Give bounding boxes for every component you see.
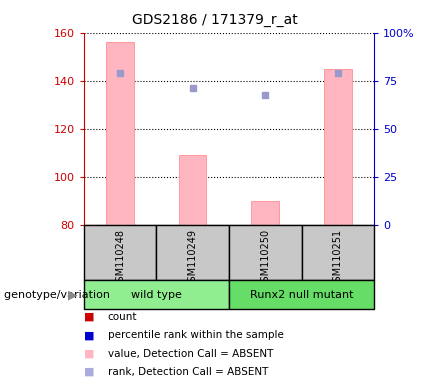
Text: ■: ■ xyxy=(84,312,94,322)
Text: value, Detection Call = ABSENT: value, Detection Call = ABSENT xyxy=(108,349,273,359)
Text: GDS2186 / 171379_r_at: GDS2186 / 171379_r_at xyxy=(132,13,298,27)
Text: count: count xyxy=(108,312,137,322)
Text: percentile rank within the sample: percentile rank within the sample xyxy=(108,330,283,340)
Bar xyxy=(106,42,134,225)
Text: ■: ■ xyxy=(84,367,94,377)
Text: ▶: ▶ xyxy=(68,288,78,301)
Bar xyxy=(229,225,301,280)
Text: ■: ■ xyxy=(84,330,94,340)
Text: wild type: wild type xyxy=(131,290,182,300)
Text: genotype/variation: genotype/variation xyxy=(4,290,114,300)
Bar xyxy=(252,201,279,225)
Bar xyxy=(324,69,352,225)
Bar xyxy=(229,280,374,309)
Bar xyxy=(157,225,229,280)
Text: Runx2 null mutant: Runx2 null mutant xyxy=(250,290,353,300)
Text: GSM110250: GSM110250 xyxy=(260,229,270,288)
Bar xyxy=(84,225,157,280)
Text: GSM110251: GSM110251 xyxy=(333,229,343,288)
Text: GSM110249: GSM110249 xyxy=(187,229,198,288)
Text: GSM110248: GSM110248 xyxy=(115,229,125,288)
Text: rank, Detection Call = ABSENT: rank, Detection Call = ABSENT xyxy=(108,367,268,377)
Bar xyxy=(301,225,374,280)
Bar xyxy=(84,280,229,309)
Text: ■: ■ xyxy=(84,349,94,359)
Bar xyxy=(179,155,206,225)
